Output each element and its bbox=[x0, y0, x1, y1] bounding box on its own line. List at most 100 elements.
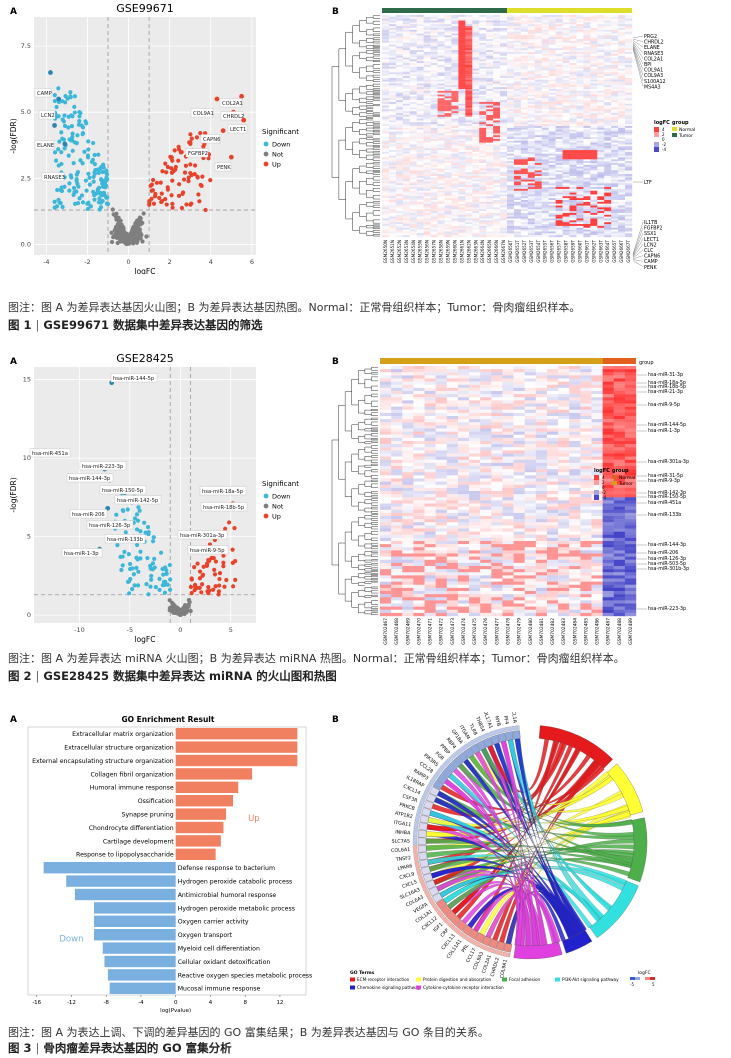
point-up bbox=[172, 148, 177, 153]
heatmap-cell bbox=[486, 185, 494, 188]
point-not bbox=[109, 230, 114, 235]
heatmap-cell bbox=[618, 220, 626, 223]
heatmap-cell bbox=[625, 161, 633, 164]
heatmap-cell bbox=[409, 42, 417, 45]
point-down bbox=[74, 140, 79, 146]
heatmap-cell bbox=[611, 133, 619, 136]
heatmap-cell bbox=[430, 98, 438, 101]
heatmap-cell bbox=[472, 83, 480, 86]
heatmap-cell bbox=[562, 175, 570, 178]
heatmap-cell bbox=[409, 200, 417, 203]
heatmap-cell bbox=[625, 150, 633, 153]
heatmap-cell bbox=[513, 48, 522, 51]
heatmap-cell bbox=[548, 101, 556, 104]
heatmap-cell bbox=[430, 120, 438, 123]
heatmap-cell bbox=[382, 90, 390, 93]
heatmap-cell bbox=[569, 94, 577, 97]
heatmap-cell bbox=[423, 185, 431, 188]
heatmap-cell bbox=[382, 192, 390, 195]
heatmap-cell bbox=[597, 192, 605, 195]
heatmap-cell bbox=[444, 81, 452, 84]
heatmap-cell bbox=[465, 157, 473, 160]
heatmap-cell bbox=[423, 76, 431, 79]
heatmap-cell bbox=[527, 79, 535, 82]
heatmap-cell bbox=[444, 203, 452, 206]
heatmap-cell bbox=[472, 224, 480, 227]
heatmap-cell bbox=[562, 103, 570, 106]
heatmap-cell bbox=[486, 164, 494, 167]
heatmap-cell bbox=[423, 198, 431, 201]
heatmap-cell bbox=[416, 109, 424, 112]
heatmap-cell bbox=[569, 111, 577, 114]
heatmap-cell bbox=[562, 85, 570, 88]
point-down bbox=[77, 118, 82, 124]
heatmap-cell bbox=[416, 57, 424, 60]
heatmap-cell bbox=[604, 157, 612, 160]
heatmap-cell bbox=[458, 53, 466, 56]
heatmap-cell bbox=[451, 131, 459, 134]
heatmap-cell bbox=[625, 66, 633, 69]
heatmap-cell bbox=[611, 76, 619, 79]
heatmap-cell bbox=[451, 81, 459, 84]
heatmap-cell bbox=[611, 85, 619, 88]
heatmap-cell bbox=[590, 225, 598, 228]
heatmap-cell bbox=[409, 170, 417, 173]
heatmap-cell bbox=[479, 137, 487, 140]
heatmap-cell bbox=[625, 83, 633, 86]
heatmap-cell bbox=[382, 155, 390, 158]
heatmap-cell bbox=[500, 220, 508, 223]
heatmap-cell bbox=[618, 37, 626, 40]
heatmap-cell bbox=[507, 218, 515, 221]
heatmap-cell bbox=[382, 37, 390, 40]
heatmap-cell bbox=[527, 89, 535, 92]
heatmap-cell bbox=[555, 66, 563, 69]
heatmap-cell bbox=[590, 111, 598, 114]
heatmap-cell bbox=[402, 174, 410, 177]
heatmap-cell bbox=[486, 220, 494, 223]
heatmap-cell bbox=[513, 196, 522, 199]
heatmap-cell bbox=[444, 83, 452, 86]
heatmap-cell bbox=[548, 116, 556, 119]
heatmap-cell bbox=[382, 57, 390, 60]
heatmap-cell bbox=[541, 109, 549, 112]
heatmap-cell bbox=[437, 26, 445, 29]
heatmap-cell bbox=[562, 105, 570, 108]
heatmap-cell bbox=[604, 66, 612, 69]
heatmap-cell bbox=[458, 105, 466, 108]
heatmap-cell bbox=[548, 109, 556, 112]
heatmap-cell bbox=[465, 87, 473, 90]
heatmap-cell bbox=[388, 227, 397, 230]
heatmap-cell bbox=[409, 116, 417, 119]
heatmap-cell bbox=[451, 201, 459, 204]
heatmap-cell bbox=[625, 229, 633, 232]
heatmap-cell bbox=[382, 113, 390, 116]
heatmap-cell bbox=[520, 151, 529, 154]
heatmap-cell bbox=[479, 111, 487, 114]
point-up bbox=[197, 199, 202, 204]
heatmap-cell bbox=[444, 229, 452, 232]
heatmap-cell bbox=[520, 183, 529, 186]
heatmap-cell bbox=[465, 96, 473, 99]
heatmap-cell bbox=[527, 227, 535, 230]
heatmap-cell bbox=[520, 203, 529, 206]
heatmap-cell bbox=[541, 227, 549, 230]
heatmap-cell bbox=[500, 48, 508, 51]
heatmap-cell bbox=[416, 98, 424, 101]
heatmap-cell bbox=[597, 44, 605, 47]
heatmap-cell bbox=[409, 138, 417, 141]
heatmap-cell bbox=[458, 142, 466, 145]
heatmap-cell bbox=[618, 44, 626, 47]
heatmap-cell bbox=[402, 146, 410, 149]
heatmap-cell bbox=[451, 98, 459, 101]
heatmap-cell bbox=[493, 168, 501, 171]
heatmap-cell bbox=[513, 170, 522, 173]
heatmap-cell bbox=[444, 85, 452, 88]
heatmap-cell bbox=[625, 113, 633, 116]
heatmap-cell bbox=[569, 118, 577, 121]
heatmap-cell bbox=[382, 138, 390, 141]
heatmap-cell bbox=[430, 218, 438, 221]
heatmap-cell bbox=[382, 196, 390, 199]
heatmap-cell bbox=[611, 198, 619, 201]
heatmap-cell bbox=[562, 113, 570, 116]
heatmap-cell bbox=[395, 212, 404, 215]
